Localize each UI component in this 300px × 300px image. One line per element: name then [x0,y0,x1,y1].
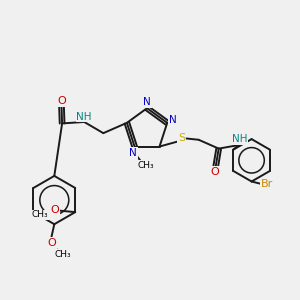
Text: S: S [178,133,185,143]
Text: CH₃: CH₃ [32,210,48,219]
Text: NH: NH [232,134,247,144]
Text: NH: NH [76,112,92,122]
Text: N: N [129,148,137,158]
Text: CH₃: CH₃ [137,161,154,170]
Text: O: O [50,205,59,215]
Text: O: O [47,238,56,248]
Text: Br: Br [261,179,273,190]
Text: N: N [143,97,151,107]
Text: CH₃: CH₃ [54,250,71,259]
Text: N: N [169,115,176,125]
Text: O: O [211,167,220,177]
Text: O: O [57,96,66,106]
